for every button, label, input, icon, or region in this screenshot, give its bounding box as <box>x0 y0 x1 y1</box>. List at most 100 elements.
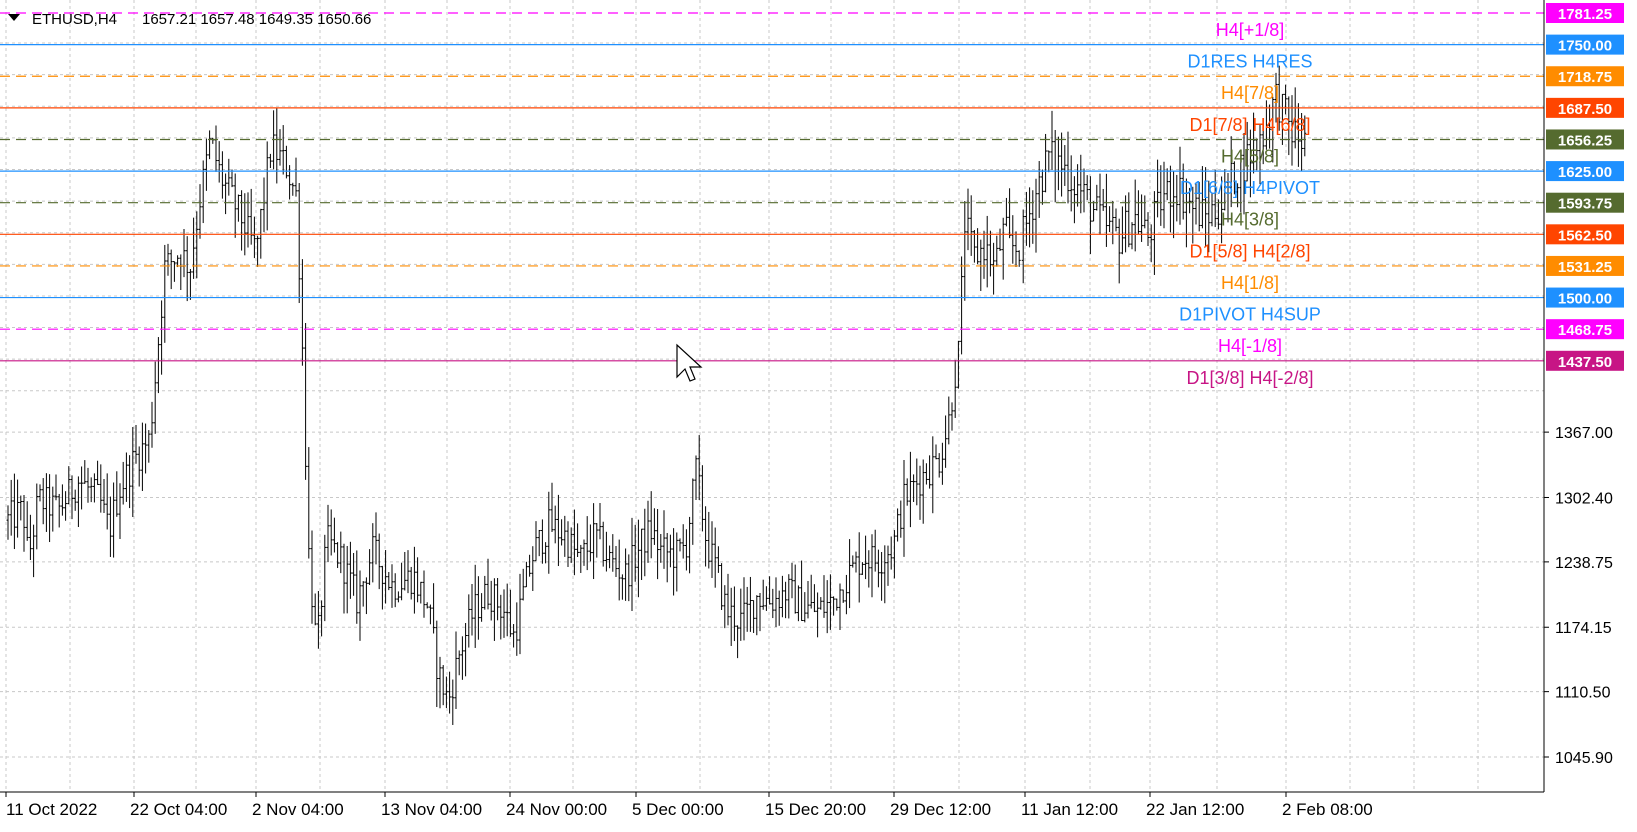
ohlc-bar <box>1172 170 1176 239</box>
level-label: H4[3/8] <box>1221 210 1279 230</box>
ohlc-bar <box>355 550 359 624</box>
ohlc-bar <box>476 576 480 640</box>
level-line[interactable]: H4[+1/8] <box>0 12 1544 40</box>
level-price-tag-text: 1781.25 <box>1558 6 1612 23</box>
price-bars <box>6 65 1307 725</box>
ohlc-bar <box>576 523 580 558</box>
ohlc-bar <box>352 552 356 596</box>
level-line[interactable]: D1[3/8] H4[-2/8] <box>0 360 1544 388</box>
level-price-tag-text: 1531.25 <box>1558 259 1612 276</box>
level-line[interactable]: H4[-1/8] <box>0 328 1544 356</box>
ohlc-bar <box>758 592 762 632</box>
ohlc-bar <box>864 535 868 580</box>
ohlc-bar <box>1127 192 1131 248</box>
time-tick-label: 22 Oct 04:00 <box>130 800 227 819</box>
ohlc-bar <box>92 473 96 503</box>
level-line[interactable]: D1PIVOT H4SUP <box>0 296 1544 325</box>
ohlc-bar <box>243 193 247 256</box>
ohlc-bar <box>1133 179 1137 252</box>
ohlc-bar <box>457 650 461 676</box>
ohlc-bar <box>563 515 567 557</box>
level-line[interactable]: D1[6/8] H4PIVOT <box>0 170 1544 198</box>
ohlc-bar <box>268 153 272 169</box>
ohlc-bar <box>550 482 554 533</box>
level-price-tag-text: 1562.50 <box>1558 227 1612 244</box>
ohlc-bar <box>585 516 589 571</box>
ohlc-bar <box>777 590 781 626</box>
ohlc-bar <box>172 261 176 282</box>
ohlc-bar <box>326 504 330 563</box>
ohlc-bar <box>912 474 916 502</box>
ohlc-bar <box>640 528 644 580</box>
ohlc-bar <box>336 542 340 569</box>
price-tick-label: 1238.75 <box>1555 555 1613 572</box>
ohlc-bar <box>6 505 10 540</box>
ohlc-bar <box>899 500 903 538</box>
ohlc-bar <box>560 519 564 546</box>
ohlc-bar <box>403 551 407 591</box>
ohlc-bar <box>422 570 426 618</box>
level-line[interactable]: D1RES H4RES <box>0 44 1544 72</box>
ohlc-bar <box>915 458 919 506</box>
level-price-tag-bg <box>1546 34 1624 55</box>
ohlc-bar <box>806 581 810 619</box>
ohlc-bar <box>694 455 698 500</box>
level-label: D1PIVOT H4SUP <box>1179 305 1321 325</box>
level-label: D1[3/8] H4[-2/8] <box>1186 368 1313 388</box>
ohlc-bar <box>1146 212 1150 247</box>
ohlc-bar <box>1293 87 1297 149</box>
ohlc-bar <box>1168 165 1172 233</box>
level-price-tag: 1593.75 <box>1546 192 1624 213</box>
ohlc-bar <box>531 546 535 592</box>
ohlc-bar <box>316 590 320 649</box>
ohlc-bar <box>1040 169 1044 205</box>
ohlc-bar <box>608 545 612 569</box>
level-price-tag-bg <box>1546 161 1624 182</box>
ohlc-bar <box>1092 201 1096 222</box>
ohlc-bar <box>1210 192 1214 227</box>
ohlc-bar <box>649 491 653 559</box>
level-line[interactable]: H4[7/8] <box>0 75 1544 103</box>
ohlc-bar <box>1181 163 1185 220</box>
ohlc-bar <box>620 574 624 600</box>
ohlc-bar <box>252 216 256 259</box>
ohlc-bar <box>905 478 909 506</box>
ohlc-bar <box>16 479 20 538</box>
ohlc-bar <box>867 550 871 588</box>
ohlc-bar <box>659 533 663 563</box>
ohlc-bar <box>825 580 829 634</box>
ohlc-bar <box>409 566 413 600</box>
ohlc-bar <box>60 484 64 516</box>
ohlc-bar <box>720 563 724 611</box>
ohlc-bar <box>1242 132 1246 215</box>
ohlc-bar <box>1178 146 1182 225</box>
ohlc-bar <box>220 151 224 199</box>
level-line[interactable]: H4[5/8] <box>0 138 1544 166</box>
symbol-dropdown-icon[interactable] <box>8 14 20 21</box>
time-tick-label: 15 Dec 20:00 <box>765 800 866 819</box>
ohlc-bar <box>1149 224 1153 263</box>
ohlc-bar <box>473 564 477 648</box>
level-line[interactable]: D1[7/8] H4[6/8] <box>0 107 1544 135</box>
level-line[interactable]: D1[5/8] H4[2/8] <box>0 233 1544 261</box>
ohlc-bar <box>1239 150 1243 213</box>
ohlc-bar <box>1165 168 1169 201</box>
time-scale: 11 Oct 2022 22 Oct 04:00 2 Nov 04:00 13 Nov… <box>5 792 1373 819</box>
level-line[interactable]: H4[3/8] <box>0 202 1544 230</box>
ohlc-bar <box>249 188 253 245</box>
ohlc-bar <box>502 589 506 638</box>
ohlc-bar <box>624 548 628 601</box>
ohlc-bar <box>614 546 618 577</box>
symbol-label[interactable]: ETHUSD,H4 <box>32 11 117 28</box>
ohlc-bar <box>1197 182 1201 232</box>
ohlc-bar <box>755 595 759 636</box>
ohlc-bar <box>1044 133 1048 193</box>
ohlc-bar <box>1108 206 1112 233</box>
ohlc-bar <box>1290 95 1294 166</box>
level-line[interactable]: H4[1/8] <box>0 265 1544 293</box>
ohlc-bar <box>508 589 512 637</box>
level-price-tag-text: 1750.00 <box>1558 38 1612 55</box>
ohlc-bar <box>1143 195 1147 229</box>
